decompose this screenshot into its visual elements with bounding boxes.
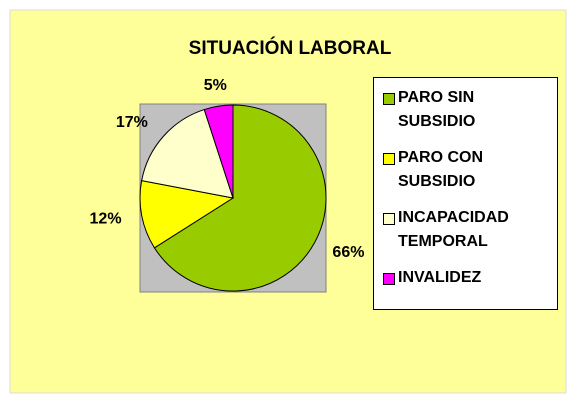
chart-title: SITUACIÓN LABORAL [189,37,392,59]
legend-label: INCAPACIDAD TEMPORAL [398,209,509,250]
legend-label: INVALIDEZ [398,269,482,286]
data-label: 12% [90,210,122,227]
pie-slice [153,104,327,292]
legend-label: PARO CON SUBSIDIO [398,149,484,190]
legend-label: PARO SIN SUBSIDIO [398,89,476,130]
legend-item: INVALIDEZ [383,266,557,290]
data-label: 66% [332,244,364,261]
legend-item: INCAPACIDAD TEMPORAL [383,206,557,254]
legend-item: PARO SIN SUBSIDIO [383,86,557,134]
pie-slice [139,179,235,249]
data-label: 17% [116,114,148,131]
pie-slice [141,108,234,199]
legend: PARO SIN SUBSIDIO PARO CON SUBSIDIO INCAPA… [373,77,558,310]
legend-swatch [383,93,395,105]
pie-slice [203,104,234,199]
data-label: 5% [204,77,227,94]
legend-item: PARO CON SUBSIDIO [383,146,557,194]
legend-swatch [383,153,395,165]
legend-swatch [383,273,395,285]
legend-swatch [383,213,395,225]
